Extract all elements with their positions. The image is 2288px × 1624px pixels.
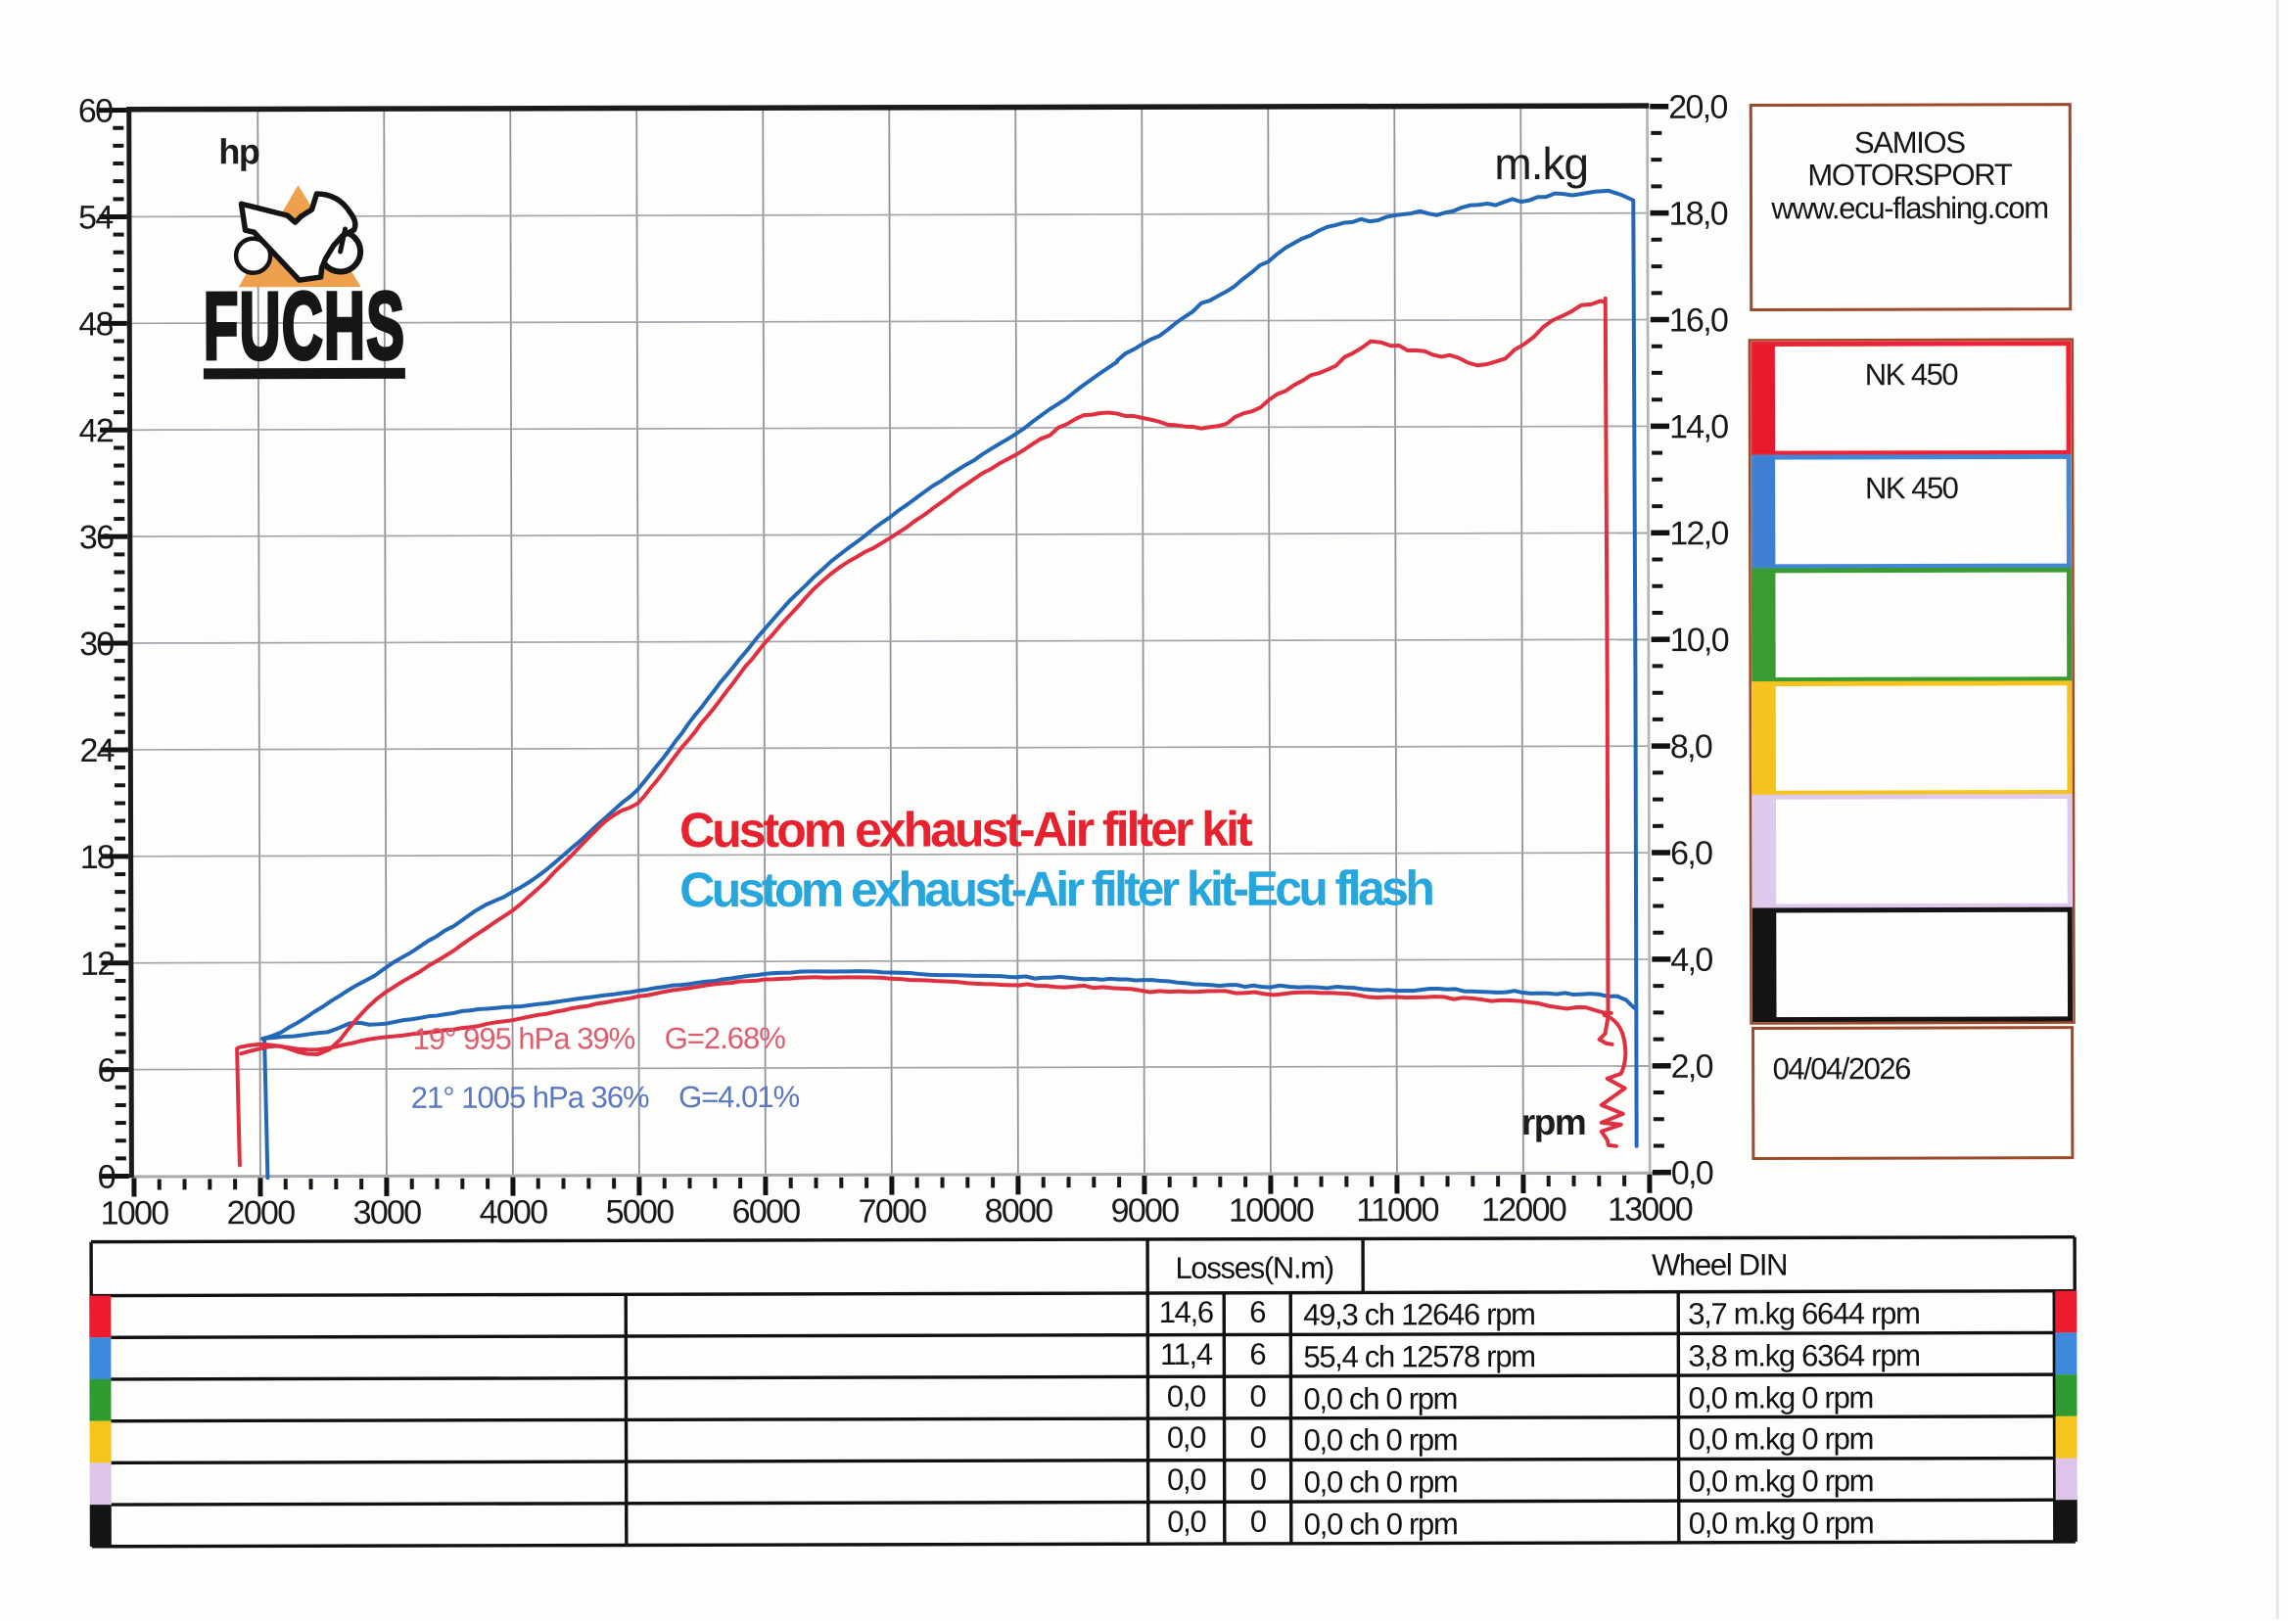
svg-text:04/04/2026: 04/04/2026 — [1773, 1051, 1910, 1086]
svg-text:3,7 m.kg 6644 rpm: 3,7 m.kg 6644 rpm — [1688, 1296, 1919, 1331]
svg-text:0,0: 0,0 — [1167, 1379, 1206, 1414]
svg-text:49,3 ch 12646 rpm: 49,3 ch 12646 rpm — [1303, 1297, 1534, 1332]
svg-text:12: 12 — [80, 946, 115, 983]
svg-text:60: 60 — [78, 93, 113, 130]
svg-text:55,4 ch 12578 rpm: 55,4 ch 12578 rpm — [1303, 1339, 1534, 1374]
svg-text:14,6: 14,6 — [1159, 1295, 1213, 1329]
svg-text:rpm: rpm — [1521, 1102, 1586, 1142]
svg-text:m.kg: m.kg — [1494, 138, 1588, 189]
svg-text:0: 0 — [1250, 1420, 1267, 1455]
svg-text:8,0: 8,0 — [1670, 728, 1712, 766]
svg-text:0,0: 0,0 — [1167, 1420, 1206, 1455]
svg-text:0: 0 — [98, 1159, 116, 1196]
svg-text:54: 54 — [78, 199, 113, 236]
svg-text:14,0: 14,0 — [1669, 408, 1728, 445]
svg-text:12000: 12000 — [1481, 1191, 1566, 1229]
svg-text:36: 36 — [79, 519, 114, 556]
svg-text:0,0: 0,0 — [1671, 1155, 1713, 1192]
svg-text:42: 42 — [79, 412, 114, 449]
svg-text:18: 18 — [80, 839, 115, 876]
svg-text:Custom exhaust-Air filter kit-: Custom exhaust-Air filter kit-Ecu flash — [679, 860, 1432, 917]
svg-text:11000: 11000 — [1356, 1191, 1438, 1229]
svg-text:30: 30 — [79, 626, 114, 663]
svg-text:0,0 ch 0 rpm: 0,0 ch 0 rpm — [1304, 1507, 1458, 1541]
svg-text:Wheel DIN: Wheel DIN — [1652, 1247, 1787, 1281]
svg-text:3000: 3000 — [353, 1194, 422, 1231]
svg-text:4,0: 4,0 — [1670, 942, 1712, 979]
svg-text:Custom exhaust-Air filter kit: Custom exhaust-Air filter kit — [679, 802, 1253, 858]
svg-text:8000: 8000 — [985, 1192, 1053, 1230]
svg-text:2,0: 2,0 — [1671, 1048, 1713, 1086]
svg-text:0: 0 — [1249, 1379, 1266, 1414]
svg-text:6: 6 — [1249, 1337, 1265, 1371]
svg-text:NK 450: NK 450 — [1865, 471, 1959, 505]
svg-text:1000: 1000 — [101, 1194, 169, 1231]
svg-text:48: 48 — [78, 305, 113, 343]
svg-text:5000: 5000 — [606, 1193, 675, 1230]
svg-text:hp: hp — [218, 131, 259, 171]
svg-text:0: 0 — [1250, 1462, 1267, 1497]
svg-text:0,0 m.kg 0 rpm: 0,0 m.kg 0 rpm — [1689, 1506, 1874, 1540]
svg-text:9000: 9000 — [1111, 1192, 1180, 1230]
svg-text:6: 6 — [1249, 1295, 1265, 1329]
svg-text:0,0: 0,0 — [1167, 1462, 1206, 1497]
svg-text:10000: 10000 — [1229, 1192, 1314, 1230]
svg-text:www.ecu-flashing.com: www.ecu-flashing.com — [1770, 191, 2047, 226]
svg-text:MOTORSPORT: MOTORSPORT — [1807, 158, 2012, 193]
svg-text:FUCHS: FUCHS — [204, 273, 406, 379]
svg-text:16,0: 16,0 — [1669, 302, 1728, 339]
svg-text:20,0: 20,0 — [1668, 89, 1727, 126]
svg-text:2000: 2000 — [227, 1194, 296, 1231]
svg-text:6: 6 — [97, 1052, 115, 1090]
svg-text:24: 24 — [79, 732, 114, 769]
svg-text:13000: 13000 — [1608, 1191, 1693, 1229]
svg-text:18,0: 18,0 — [1668, 195, 1727, 232]
svg-text:3,8 m.kg 6364 rpm: 3,8 m.kg 6364 rpm — [1688, 1338, 1919, 1373]
svg-text:6000: 6000 — [732, 1193, 801, 1230]
svg-text:7000: 7000 — [859, 1193, 927, 1230]
svg-text:0,0 ch 0 rpm: 0,0 ch 0 rpm — [1304, 1422, 1458, 1457]
svg-text:0,0 ch 0 rpm: 0,0 ch 0 rpm — [1303, 1381, 1457, 1415]
svg-text:0,0 m.kg 0 rpm: 0,0 m.kg 0 rpm — [1689, 1463, 1874, 1498]
svg-text:Losses(N.m): Losses(N.m) — [1175, 1251, 1332, 1285]
svg-text:21° 1005 hPa 36% G=4.01%: 21° 1005 hPa 36% G=4.01% — [411, 1080, 800, 1115]
svg-text:SAMIOS: SAMIOS — [1854, 125, 1965, 160]
svg-text:19° 995 hPa 39% G=2.68%: 19° 995 hPa 39% G=2.68% — [413, 1021, 786, 1056]
svg-text:11,4: 11,4 — [1160, 1337, 1213, 1371]
svg-text:0: 0 — [1250, 1505, 1267, 1539]
svg-text:NK 450: NK 450 — [1865, 357, 1959, 392]
svg-text:6,0: 6,0 — [1670, 835, 1712, 872]
svg-text:4000: 4000 — [480, 1193, 548, 1230]
svg-text:0,0 m.kg 0 rpm: 0,0 m.kg 0 rpm — [1688, 1380, 1873, 1415]
svg-text:0,0 ch 0 rpm: 0,0 ch 0 rpm — [1304, 1464, 1458, 1499]
svg-text:0,0 m.kg 0 rpm: 0,0 m.kg 0 rpm — [1689, 1421, 1874, 1456]
svg-text:12,0: 12,0 — [1669, 515, 1728, 552]
svg-text:0,0: 0,0 — [1167, 1505, 1206, 1539]
svg-text:10,0: 10,0 — [1670, 622, 1729, 659]
